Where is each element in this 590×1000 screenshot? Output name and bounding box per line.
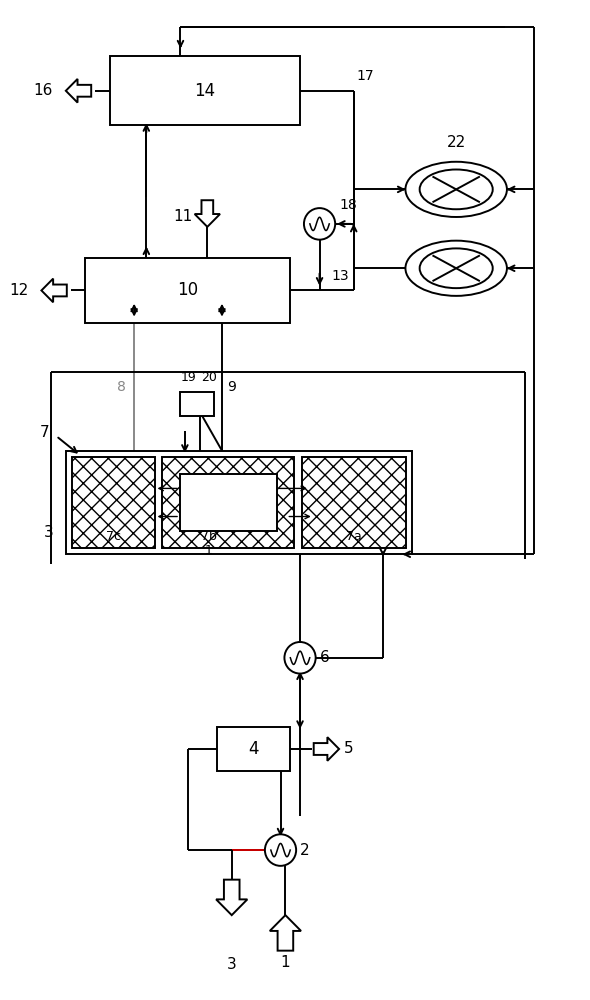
Bar [66,451,412,554]
Text: 1: 1 [281,955,290,970]
Text: 3: 3 [227,957,237,972]
Bar [302,457,407,548]
Bar [180,474,277,531]
Text: 7a: 7a [346,530,362,543]
Text: 13: 13 [331,269,349,283]
Text: 17: 17 [356,69,374,83]
Text: 8: 8 [117,380,126,394]
Text: 7: 7 [40,425,49,440]
Text: 12: 12 [9,283,28,298]
Polygon shape [41,279,67,302]
Circle shape [284,642,316,674]
Text: 2: 2 [300,843,310,858]
Text: 19: 19 [181,371,196,384]
Circle shape [304,208,335,240]
Text: 16: 16 [34,83,53,98]
Bar [180,392,214,416]
Text: 3: 3 [44,525,53,540]
Polygon shape [270,915,301,951]
Polygon shape [216,880,247,915]
Circle shape [265,834,296,866]
Text: 1: 1 [205,544,212,557]
Bar [217,727,290,771]
Ellipse shape [405,162,507,217]
Text: 18: 18 [339,198,357,212]
Polygon shape [314,737,339,761]
Text: 5: 5 [344,741,353,756]
Bar [110,56,300,125]
Bar [86,258,290,322]
Text: 22: 22 [447,135,466,150]
Ellipse shape [405,241,507,296]
Text: 20: 20 [201,371,217,384]
Text: 7c: 7c [106,530,121,543]
Bar [162,457,294,548]
Polygon shape [66,79,91,103]
Text: 7b: 7b [201,530,217,543]
Text: 11: 11 [173,209,193,224]
Ellipse shape [419,169,493,209]
Polygon shape [195,200,220,227]
Text: 6: 6 [320,650,329,665]
Text: 4: 4 [248,740,259,758]
Text: 9: 9 [227,380,236,394]
Bar [71,457,155,548]
Text: 10: 10 [177,281,198,299]
Ellipse shape [419,248,493,288]
Text: 14: 14 [194,82,215,100]
